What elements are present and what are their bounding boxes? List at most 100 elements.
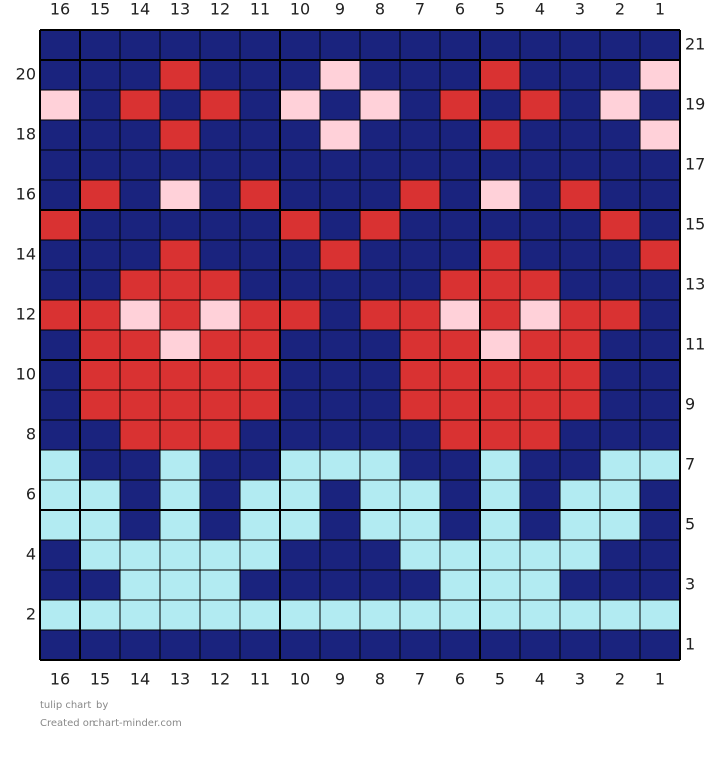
row-label: 11: [685, 335, 705, 354]
cell: [120, 570, 160, 600]
cell: [440, 120, 480, 150]
cell: [320, 30, 360, 60]
cell: [40, 180, 80, 210]
cell: [440, 60, 480, 90]
cell: [120, 390, 160, 420]
cell: [520, 180, 560, 210]
column-label: 2: [615, 0, 625, 19]
cell: [400, 360, 440, 390]
cell: [440, 30, 480, 60]
cell: [480, 630, 520, 660]
cell: [360, 600, 400, 630]
cell: [520, 270, 560, 300]
column-label: 6: [455, 0, 465, 19]
cell: [120, 360, 160, 390]
cell: [120, 330, 160, 360]
column-label: 14: [130, 670, 150, 689]
cell: [440, 420, 480, 450]
cell: [480, 540, 520, 570]
cell: [560, 630, 600, 660]
cell: [240, 120, 280, 150]
cell: [520, 480, 560, 510]
cell: [480, 390, 520, 420]
column-label: 15: [90, 0, 110, 19]
cell: [280, 330, 320, 360]
cell: [80, 270, 120, 300]
cell: [80, 360, 120, 390]
cell: [360, 570, 400, 600]
row-label: 20: [16, 65, 36, 84]
column-label: 13: [170, 670, 190, 689]
row-label: 18: [16, 125, 36, 144]
cell: [520, 30, 560, 60]
cell: [320, 330, 360, 360]
cell: [400, 330, 440, 360]
cell: [200, 30, 240, 60]
cell: [40, 630, 80, 660]
cell: [240, 450, 280, 480]
cell: [40, 540, 80, 570]
cell: [280, 240, 320, 270]
cell: [480, 60, 520, 90]
cell: [400, 120, 440, 150]
cell: [360, 270, 400, 300]
cell: [360, 180, 400, 210]
cell: [400, 30, 440, 60]
cell: [440, 540, 480, 570]
cell: [280, 510, 320, 540]
cell: [560, 150, 600, 180]
cell: [120, 240, 160, 270]
cell: [160, 420, 200, 450]
cell: [520, 120, 560, 150]
cell: [640, 150, 680, 180]
cell: [80, 600, 120, 630]
cell: [160, 30, 200, 60]
cell: [280, 600, 320, 630]
cell: [200, 600, 240, 630]
cell: [600, 30, 640, 60]
cell: [200, 390, 240, 420]
cell: [400, 270, 440, 300]
cell: [240, 630, 280, 660]
cell: [120, 300, 160, 330]
cell: [200, 480, 240, 510]
cell: [520, 600, 560, 630]
cell: [160, 360, 200, 390]
cell: [560, 420, 600, 450]
cell: [560, 360, 600, 390]
cell: [520, 360, 560, 390]
cell: [40, 330, 80, 360]
cell: [240, 180, 280, 210]
cell: [40, 510, 80, 540]
cell: [440, 480, 480, 510]
cell: [360, 420, 400, 450]
row-label: 8: [26, 425, 36, 444]
cell: [160, 600, 200, 630]
cell: [40, 420, 80, 450]
cell: [320, 180, 360, 210]
column-label: 7: [415, 670, 425, 689]
cell: [560, 330, 600, 360]
cell: [40, 150, 80, 180]
cell: [640, 90, 680, 120]
cell: [560, 390, 600, 420]
cell: [40, 390, 80, 420]
cell: [360, 540, 400, 570]
cell: [400, 90, 440, 120]
cell: [360, 630, 400, 660]
cell: [320, 150, 360, 180]
cell: [320, 450, 360, 480]
row-label: 7: [685, 455, 695, 474]
row-label: 15: [685, 215, 705, 234]
cell: [480, 570, 520, 600]
column-label: 4: [535, 0, 545, 19]
cell: [240, 420, 280, 450]
cell: [480, 480, 520, 510]
cell: [200, 180, 240, 210]
cell: [200, 300, 240, 330]
cell: [560, 240, 600, 270]
cell: [160, 300, 200, 330]
cell: [280, 270, 320, 300]
cell: [400, 450, 440, 480]
